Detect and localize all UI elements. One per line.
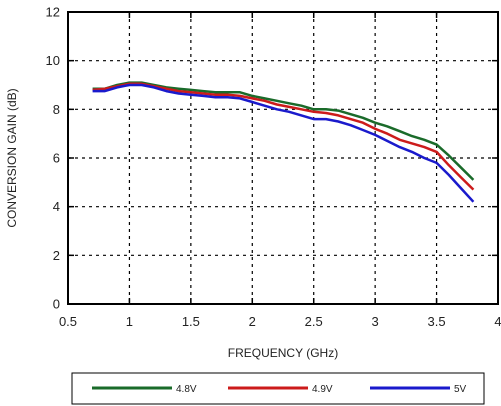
x-tick-label: 1: [126, 314, 133, 329]
x-tick-label: 0.5: [59, 314, 77, 329]
y-tick-label: 2: [53, 248, 60, 263]
y-tick-label: 4: [53, 199, 60, 214]
x-tick-label: 3.5: [428, 314, 446, 329]
legend-label: 4.9V: [312, 384, 333, 395]
x-tick-label: 3: [372, 314, 379, 329]
series-lines: [92, 81, 475, 203]
series-line-4.8V: [92, 81, 475, 181]
series-line-4.9V: [92, 82, 475, 191]
grid: [68, 12, 498, 304]
legend-label: 5V: [454, 384, 467, 395]
axis-ticks: [67, 11, 499, 305]
axis-tick-labels: 0.5 1 1.5 2 2.5 3 3.5 4 0 2 4 6 8 10 12: [46, 5, 501, 330]
y-tick-label: 8: [53, 102, 60, 117]
x-tick-label: 2.5: [305, 314, 323, 329]
y-tick-label: 0: [53, 297, 60, 312]
x-tick-label: 2: [249, 314, 256, 329]
y-axis-title: CONVERSION GAIN (dB): [5, 88, 19, 227]
y-tick-label: 10: [46, 53, 60, 68]
x-tick-label: 1.5: [182, 314, 200, 329]
x-tick-label: 4: [494, 314, 501, 329]
y-tick-label: 12: [46, 5, 60, 20]
x-axis-title: FREQUENCY (GHz): [228, 346, 338, 360]
legend-label: 4.8V: [176, 384, 197, 395]
legend: 4.8V 4.9V 5V: [71, 372, 485, 405]
y-tick-label: 6: [53, 151, 60, 166]
series-line-5V: [92, 83, 475, 203]
